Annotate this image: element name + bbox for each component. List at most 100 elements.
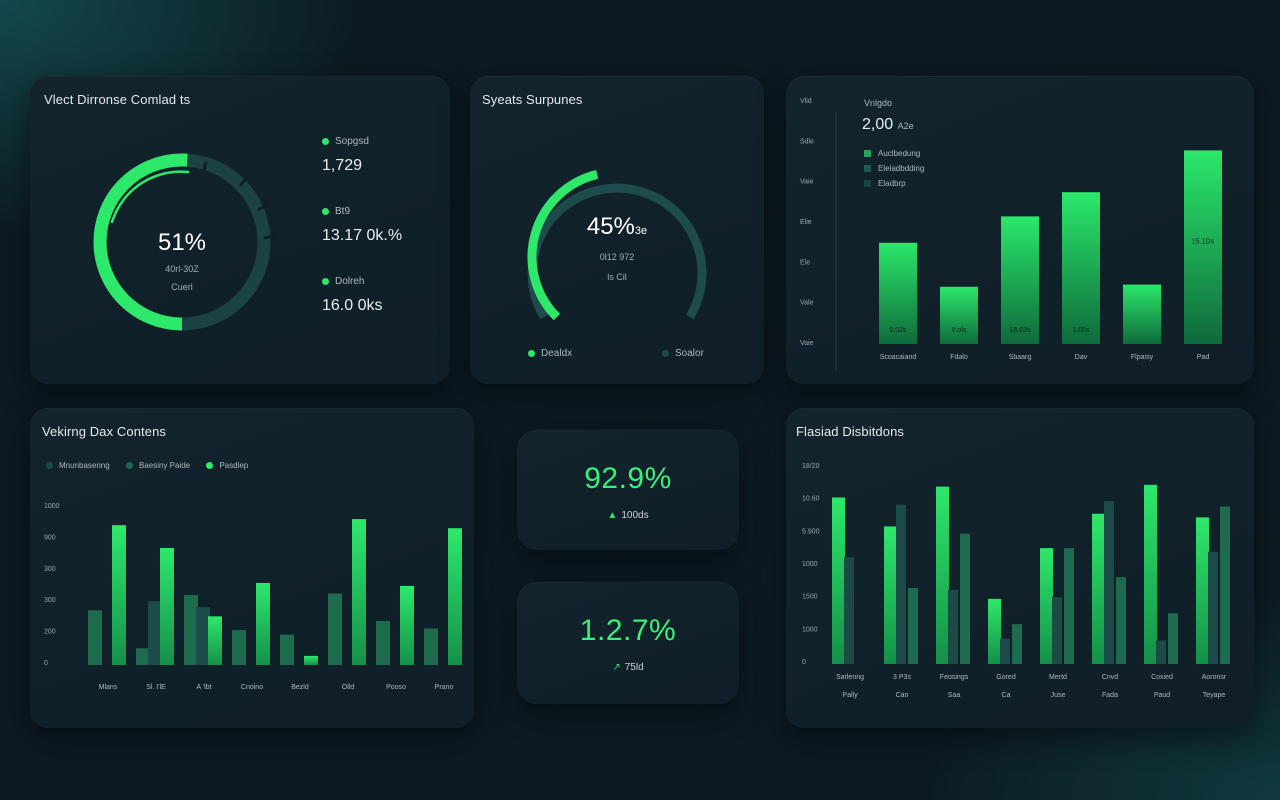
x-tick-label: Cnvd <box>1102 674 1118 681</box>
up-arrow-icon: ▲ <box>607 510 618 521</box>
bar-label: 0.02s <box>889 327 907 334</box>
stat-value: 16.0 0ks <box>322 297 383 314</box>
bar <box>1184 150 1222 344</box>
y-tick-label: Sdle <box>800 138 814 145</box>
dot-icon <box>662 349 669 357</box>
distribution-chart: 18/20 10.60 5.900 1000 1500 1000 0 Sarlenng Pall… <box>802 463 1230 699</box>
stat-list: Sopgsd 1,729 Bt9 13.17 0k.% Dolreh 16.0 … <box>322 136 402 346</box>
bar <box>304 655 318 665</box>
bar <box>148 601 162 665</box>
dot-icon <box>322 277 329 285</box>
y-tick-label: 300 <box>44 597 56 604</box>
legend-item: Auclbedung <box>864 146 924 161</box>
panel-title: Vlect Dirronse Comlad ts <box>44 92 191 107</box>
bar <box>1104 501 1114 664</box>
legend-item: Baesiny Paide <box>125 461 190 470</box>
panel-title: Flasiad Disbitdons <box>796 424 905 439</box>
x-tick-label: Aoronsr <box>1202 674 1227 681</box>
y-tick-label: 1000 <box>44 503 60 510</box>
bar <box>1116 577 1126 664</box>
panel-title: Vnlgdo <box>864 98 893 108</box>
square-icon <box>864 150 871 158</box>
x-tick-label: Pad <box>1197 354 1210 361</box>
bar <box>988 598 1001 664</box>
x-tick-label: Paud <box>1154 692 1170 699</box>
bar-label: 0.ols <box>952 327 967 334</box>
kpi-delta: ↗ 75ld <box>612 662 644 673</box>
y-tick-label: 1000 <box>802 561 818 568</box>
x-tick-label: Ca <box>1002 692 1011 699</box>
ring-gauge: 5% 51% 40rl-30Z Cuerl <box>93 153 277 331</box>
bar <box>1062 192 1100 344</box>
square-icon <box>864 165 871 173</box>
bar <box>1220 506 1230 664</box>
bar <box>1052 597 1062 664</box>
kpi-delta: ▲ 100ds <box>607 510 649 521</box>
bar <box>208 616 222 665</box>
legend-item: Eleladbdding <box>864 161 924 176</box>
bar <box>196 607 210 665</box>
x-tick-label: Prano <box>435 684 454 691</box>
bar <box>1208 551 1218 664</box>
x-tick-label: Mertd <box>1049 674 1067 681</box>
square-icon <box>864 180 871 188</box>
x-tick-label: Cnoino <box>241 684 263 691</box>
kpi-value: 1.2.7% <box>579 614 677 647</box>
bar <box>1092 513 1105 664</box>
stat-value: 13.17 0k.% <box>322 227 403 244</box>
bar <box>280 634 294 665</box>
bar <box>844 557 854 664</box>
gauge-sub2: Cuerl <box>171 282 193 292</box>
y-tick-label: Vaie <box>800 340 814 347</box>
x-tick-label: Dav <box>1075 354 1088 361</box>
bar <box>960 533 970 664</box>
dot-icon <box>46 462 53 470</box>
arc-gauge: 45%3e 0l12 972 ls Cil <box>527 169 707 321</box>
distribution-panel: Flasiad Disbitdons 18/20 10.60 5.900 1000 15… <box>786 408 1254 728</box>
kpi-card: 92.9% ▲ 100ds <box>517 430 739 550</box>
bar-label: 18.03s <box>1009 327 1031 334</box>
legend-item: Pasdlep <box>206 461 248 470</box>
grouped-chart-panel: Vekirng Dax Contens Mnunbasenng Baesiny … <box>30 408 474 728</box>
x-tick-label: Sbaarg <box>1009 354 1032 361</box>
gauge-sub2: ls Cil <box>607 272 627 282</box>
bar <box>1001 216 1039 344</box>
bar <box>328 593 342 665</box>
bar <box>896 504 906 664</box>
bar <box>160 547 174 665</box>
x-tick-label: Teyape <box>1203 692 1226 699</box>
bar-label: 1.05s <box>1072 327 1090 334</box>
kpi-card: 1.2.7% ↗ 75ld <box>517 582 739 704</box>
bar <box>1012 624 1022 664</box>
x-tick-label: Fdalo <box>950 354 968 361</box>
grouped-bar-chart: 1000 900 300 300 200 0 Mlans Sl. I'lE A 'lbt Cnoi… <box>44 503 462 691</box>
gauge-sub1: 40rl-30Z <box>165 264 199 274</box>
x-tick-label: A 'lbt <box>197 684 212 691</box>
panel-title: Vekirng Dax Contens <box>42 424 167 439</box>
y-tick-label: 1000 <box>802 626 818 633</box>
gauge-sub1: 0l12 972 <box>600 252 635 262</box>
x-tick-label: Pooso <box>386 684 406 691</box>
y-tick-label: 200 <box>44 629 56 636</box>
bar <box>112 525 126 665</box>
bar <box>256 582 270 665</box>
bar <box>376 620 390 665</box>
kpi-value: 92.9% <box>584 462 672 495</box>
x-tick-label: Coxied <box>1151 674 1173 681</box>
bar <box>1040 548 1053 664</box>
headline-value: 2,00 A2e <box>862 116 914 133</box>
x-tick-label: Pally <box>842 692 858 699</box>
x-tick-label: Sarlenng <box>836 674 864 681</box>
bar <box>136 648 150 665</box>
bar <box>1156 640 1166 664</box>
bar <box>352 519 366 665</box>
x-tick-label: Can <box>896 692 909 699</box>
stat-item: Sopgsd 1,729 <box>322 136 402 206</box>
gauge-top-label: 5% <box>177 159 187 166</box>
bar <box>232 630 246 665</box>
y-tick-label: 18/20 <box>802 463 820 470</box>
completion-panel: Vlect Dirronse Comlad ts 5% 51% 40rl-30Z… <box>30 76 450 384</box>
legend-item: Soalor <box>662 348 704 359</box>
stat-item: Bt9 13.17 0k.% <box>322 206 403 244</box>
bar <box>1000 638 1010 664</box>
